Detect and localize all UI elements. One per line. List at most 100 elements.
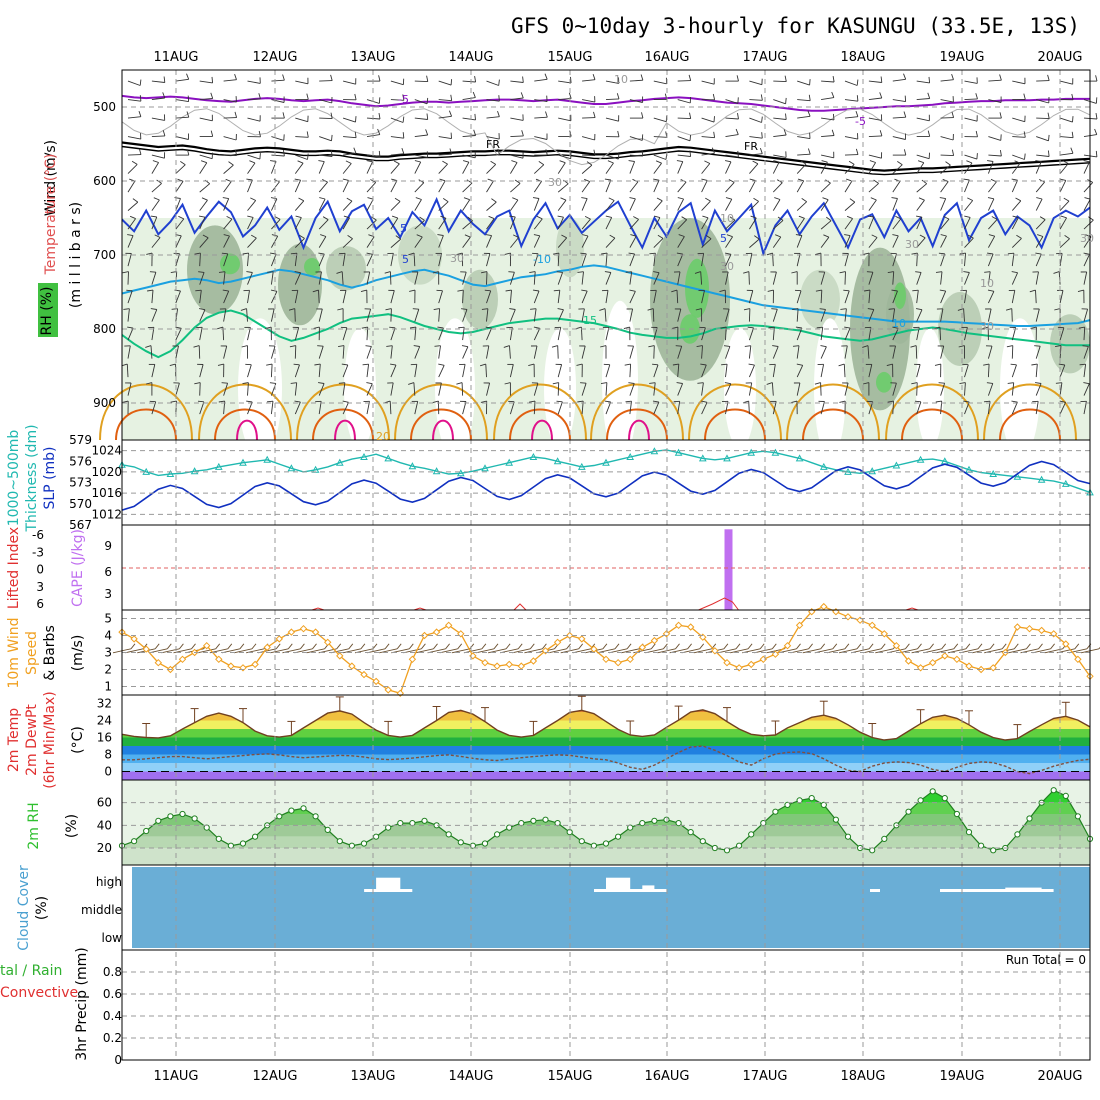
- upper-wind-barb: [629, 99, 643, 103]
- upper-wind-barb-flag: [1024, 153, 1026, 160]
- upper-wind-barb: [533, 401, 536, 415]
- upper-wind-barb-flag: [688, 74, 692, 81]
- upper-wind-barb: [127, 116, 141, 119]
- upper-wind-barb-flag: [873, 179, 879, 184]
- upper-wind-barb: [820, 364, 825, 378]
- upper-wind-barb: [198, 345, 201, 359]
- upper-wind-barb: [1083, 161, 1090, 174]
- upper-wind-barb: [867, 345, 870, 359]
- upper-wind-barb: [748, 364, 755, 378]
- upper-wind-barb-flag: [795, 326, 802, 329]
- upper-wind-barb: [175, 164, 186, 174]
- upper-wind-barb: [749, 99, 763, 101]
- upper-wind-barb-flag: [530, 308, 537, 310]
- isotherm-label: 15: [583, 314, 597, 327]
- upper-wind-barb-flag: [154, 234, 161, 238]
- upper-wind-barb: [653, 327, 658, 341]
- upper-wind-barb-flag: [463, 197, 470, 201]
- upper-wind-barb-flag: [218, 271, 226, 273]
- upper-wind-barb: [414, 271, 419, 285]
- upper-wind-barb-flag: [724, 382, 731, 385]
- upper-wind-barb-flag: [461, 308, 468, 310]
- upper-wind-barb-flag: [840, 308, 847, 310]
- upper-wind-barb: [796, 382, 801, 396]
- upper-wind-barb: [605, 217, 613, 230]
- upper-wind-barb: [486, 99, 500, 102]
- upper-wind-barb: [916, 290, 919, 304]
- upper-wind-barb-flag: [967, 197, 973, 201]
- upper-wind-barb-flag: [414, 160, 421, 163]
- upper-wind-barb-flag: [792, 308, 799, 311]
- upper-wind-barb: [725, 99, 739, 104]
- upper-wind-barb: [438, 235, 444, 248]
- upper-wind-barb-flag: [820, 345, 827, 348]
- wind10-speed-marker: [795, 621, 804, 630]
- upper-wind-barb-flag: [126, 289, 133, 292]
- rh2m-marker: [143, 827, 150, 835]
- upper-wind-barb-flag: [735, 128, 739, 135]
- upper-wind-barb-flag: [897, 161, 903, 166]
- upper-wind-barb: [151, 272, 157, 285]
- upper-wind-barb-flag: [512, 197, 519, 201]
- thickness-marker: [795, 454, 804, 462]
- upper-wind-barb: [581, 308, 585, 322]
- upper-wind-barb-flag: [521, 130, 524, 137]
- upper-wind-barb: [294, 200, 305, 211]
- rh2m-marker: [1074, 813, 1082, 820]
- upper-wind-barb-flag: [1054, 308, 1061, 311]
- rh2m-unit: (%): [64, 814, 80, 838]
- upper-wind-barb-flag: [338, 382, 345, 384]
- rh-contour-label: 30: [980, 320, 994, 333]
- upper-wind-barb-flag: [887, 271, 894, 274]
- upper-wind-barb-flag: [556, 271, 563, 273]
- upper-wind-barb: [629, 181, 639, 193]
- upper-wind-barb-flag: [1071, 93, 1074, 100]
- upper-wind-barb: [462, 161, 470, 174]
- upper-wind-barb-flag: [689, 112, 692, 119]
- upper-wind-barb-flag: [586, 161, 593, 166]
- rh2m-marker: [772, 808, 779, 815]
- precip-tick-label: 0.2: [103, 1031, 122, 1045]
- isotherm-arch-30: [334, 419, 356, 441]
- upper-wind-barb-flag: [1083, 252, 1090, 255]
- upper-wind-barb-flag: [623, 326, 630, 330]
- upper-wind-barb: [1059, 80, 1073, 85]
- chart-gridlines: [122, 70, 1090, 1061]
- upper-wind-barb-flag: [442, 198, 449, 203]
- thickness-marker: [408, 462, 417, 470]
- upper-wind-barb: [199, 183, 210, 193]
- upper-wind-barb: [629, 291, 636, 304]
- isotherm-line-fr-secondary: [121, 145, 1091, 176]
- upper-wind-barb: [797, 99, 811, 102]
- isotherm-label: -10: [533, 253, 551, 266]
- upper-wind-barb: [486, 154, 500, 156]
- upper-wind-barb: [295, 80, 309, 85]
- wind10-speed-marker: [493, 662, 501, 670]
- upper-wind-barb: [916, 154, 930, 160]
- upper-wind-barb-flag: [705, 197, 711, 202]
- upper-wind-barb: [318, 161, 325, 174]
- upper-wind-barb-flag: [903, 111, 907, 118]
- upper-wind-barb-flag: [217, 363, 224, 366]
- temp2m-unit: (°C): [70, 726, 86, 754]
- upper-wind-barb: [773, 154, 787, 158]
- upper-wind-barb-flag: [282, 112, 285, 119]
- upper-wind-barb: [127, 253, 132, 267]
- upper-wind-barb: [175, 382, 180, 396]
- upper-wind-barb: [438, 136, 452, 140]
- upper-wind-barb-flag: [838, 363, 845, 367]
- upper-wind-barb-flag: [791, 400, 798, 404]
- upper-wind-barb: [557, 237, 568, 248]
- upper-wind-barb: [677, 80, 691, 82]
- upper-wind-barb-flag: [725, 160, 732, 163]
- upper-wind-barb: [533, 235, 541, 248]
- upper-wind-barb: [438, 290, 443, 304]
- upper-wind-barb-flag: [484, 289, 491, 292]
- upper-wind-barb: [821, 97, 834, 101]
- upper-wind-barb-flag: [223, 234, 230, 237]
- top-date-label: 19AUG: [939, 50, 984, 65]
- upper-wind-barb-flag: [175, 326, 182, 329]
- upper-wind-barb: [868, 364, 873, 378]
- thickness-tick-label: 570: [69, 497, 92, 511]
- upper-wind-barb-flag: [306, 93, 309, 100]
